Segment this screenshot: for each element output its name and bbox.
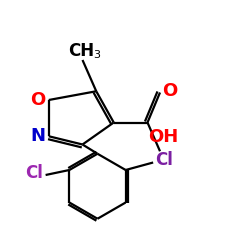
Text: O: O — [162, 82, 178, 100]
Text: Cl: Cl — [156, 151, 173, 169]
Text: Cl: Cl — [26, 164, 43, 182]
Text: N: N — [30, 127, 45, 145]
Text: 3: 3 — [93, 50, 100, 60]
Text: O: O — [30, 91, 45, 109]
Text: CH: CH — [68, 42, 94, 60]
Text: OH: OH — [148, 128, 178, 146]
